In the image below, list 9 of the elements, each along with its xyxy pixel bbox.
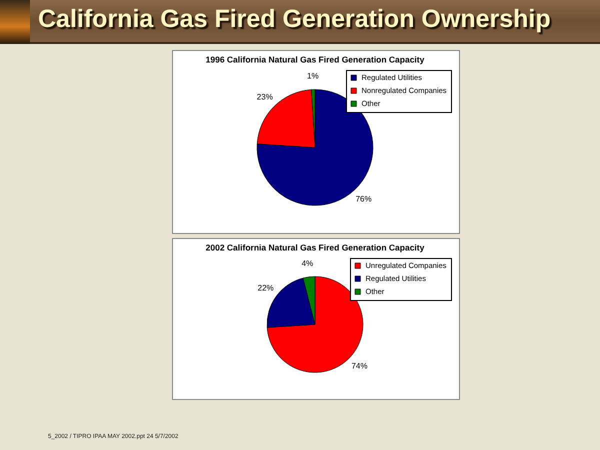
- chart-title: 1996 California Natural Gas Fired Generation Capacity: [206, 54, 425, 64]
- chart-title: 2002 California Natural Gas Fired Generation Capacity: [206, 242, 425, 252]
- text: California Gas Fired Generation Ownership: [38, 5, 551, 34]
- data-label: 74%: [351, 361, 368, 370]
- data-label: 1%: [306, 72, 319, 81]
- data-label: 22%: [258, 284, 274, 293]
- data-label: 76%: [356, 194, 372, 204]
- data-label: 23%: [256, 92, 273, 102]
- data-label: 4%: [302, 258, 314, 268]
